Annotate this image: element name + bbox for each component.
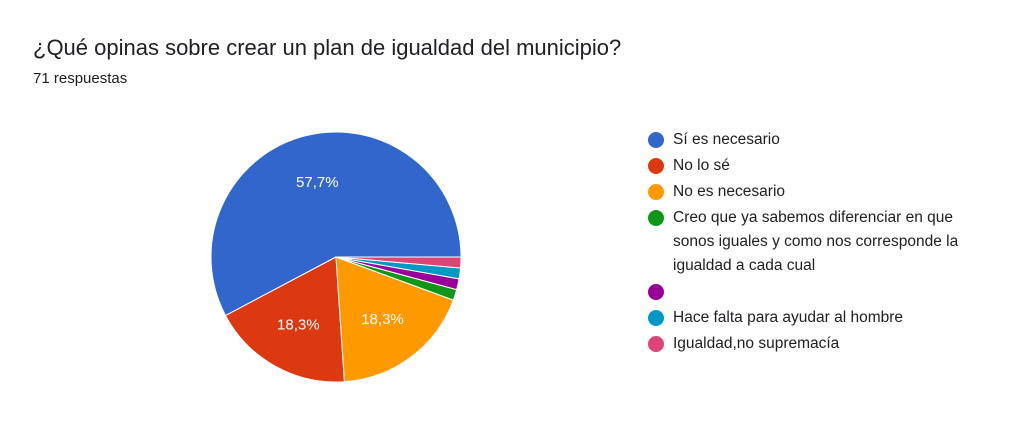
pie-slice-1[interactable]	[210, 131, 462, 317]
legend-item-6[interactable]: Hace falta para ayudar al hombre	[648, 306, 988, 330]
chart-legend: Sí es necesario No lo sé No es necesario Cr…	[648, 128, 988, 358]
pie-slice-7[interactable]	[335, 256, 462, 269]
pie-slice-3[interactable]	[335, 256, 454, 383]
legend-item-4[interactable]: Creo que ya sabemos diferenciar en que s…	[648, 206, 988, 278]
legend-swatch-4	[648, 210, 664, 226]
slice-value-label-2: 18,3%	[277, 317, 320, 334]
pie-slice-2[interactable]	[224, 256, 345, 383]
legend-swatch-5	[648, 284, 664, 300]
chart-title: ¿Qué opinas sobre crear un plan de igual…	[33, 35, 622, 60]
legend-swatch-2	[648, 158, 664, 174]
legend-swatch-6	[648, 310, 664, 326]
slice-value-label-1: 57,7%	[296, 174, 339, 191]
legend-swatch-3	[648, 184, 664, 200]
legend-label-6: Hace falta para ayudar al hombre	[673, 309, 904, 326]
legend-item-2[interactable]: No lo sé	[648, 154, 988, 178]
legend-swatch-1	[648, 132, 664, 148]
legend-label-3: No es necesario	[673, 183, 786, 200]
legend-swatch-7	[648, 336, 664, 352]
response-count: 71 respuestas	[33, 70, 128, 87]
legend-label-2: No lo sé	[673, 157, 730, 174]
legend-label-4: Creo que ya sabemos diferenciar en que s…	[673, 209, 959, 274]
legend-label-1: Sí es necesario	[673, 131, 780, 148]
legend-item-3[interactable]: No es necesario	[648, 180, 988, 204]
slice-value-label-3: 18,3%	[361, 311, 404, 328]
legend-item-7[interactable]: Igualdad,no supremacía	[648, 332, 988, 356]
legend-label-7: Igualdad,no supremacía	[673, 335, 840, 352]
legend-item-5[interactable]	[648, 280, 988, 304]
legend-item-1[interactable]: Sí es necesario	[648, 128, 988, 152]
